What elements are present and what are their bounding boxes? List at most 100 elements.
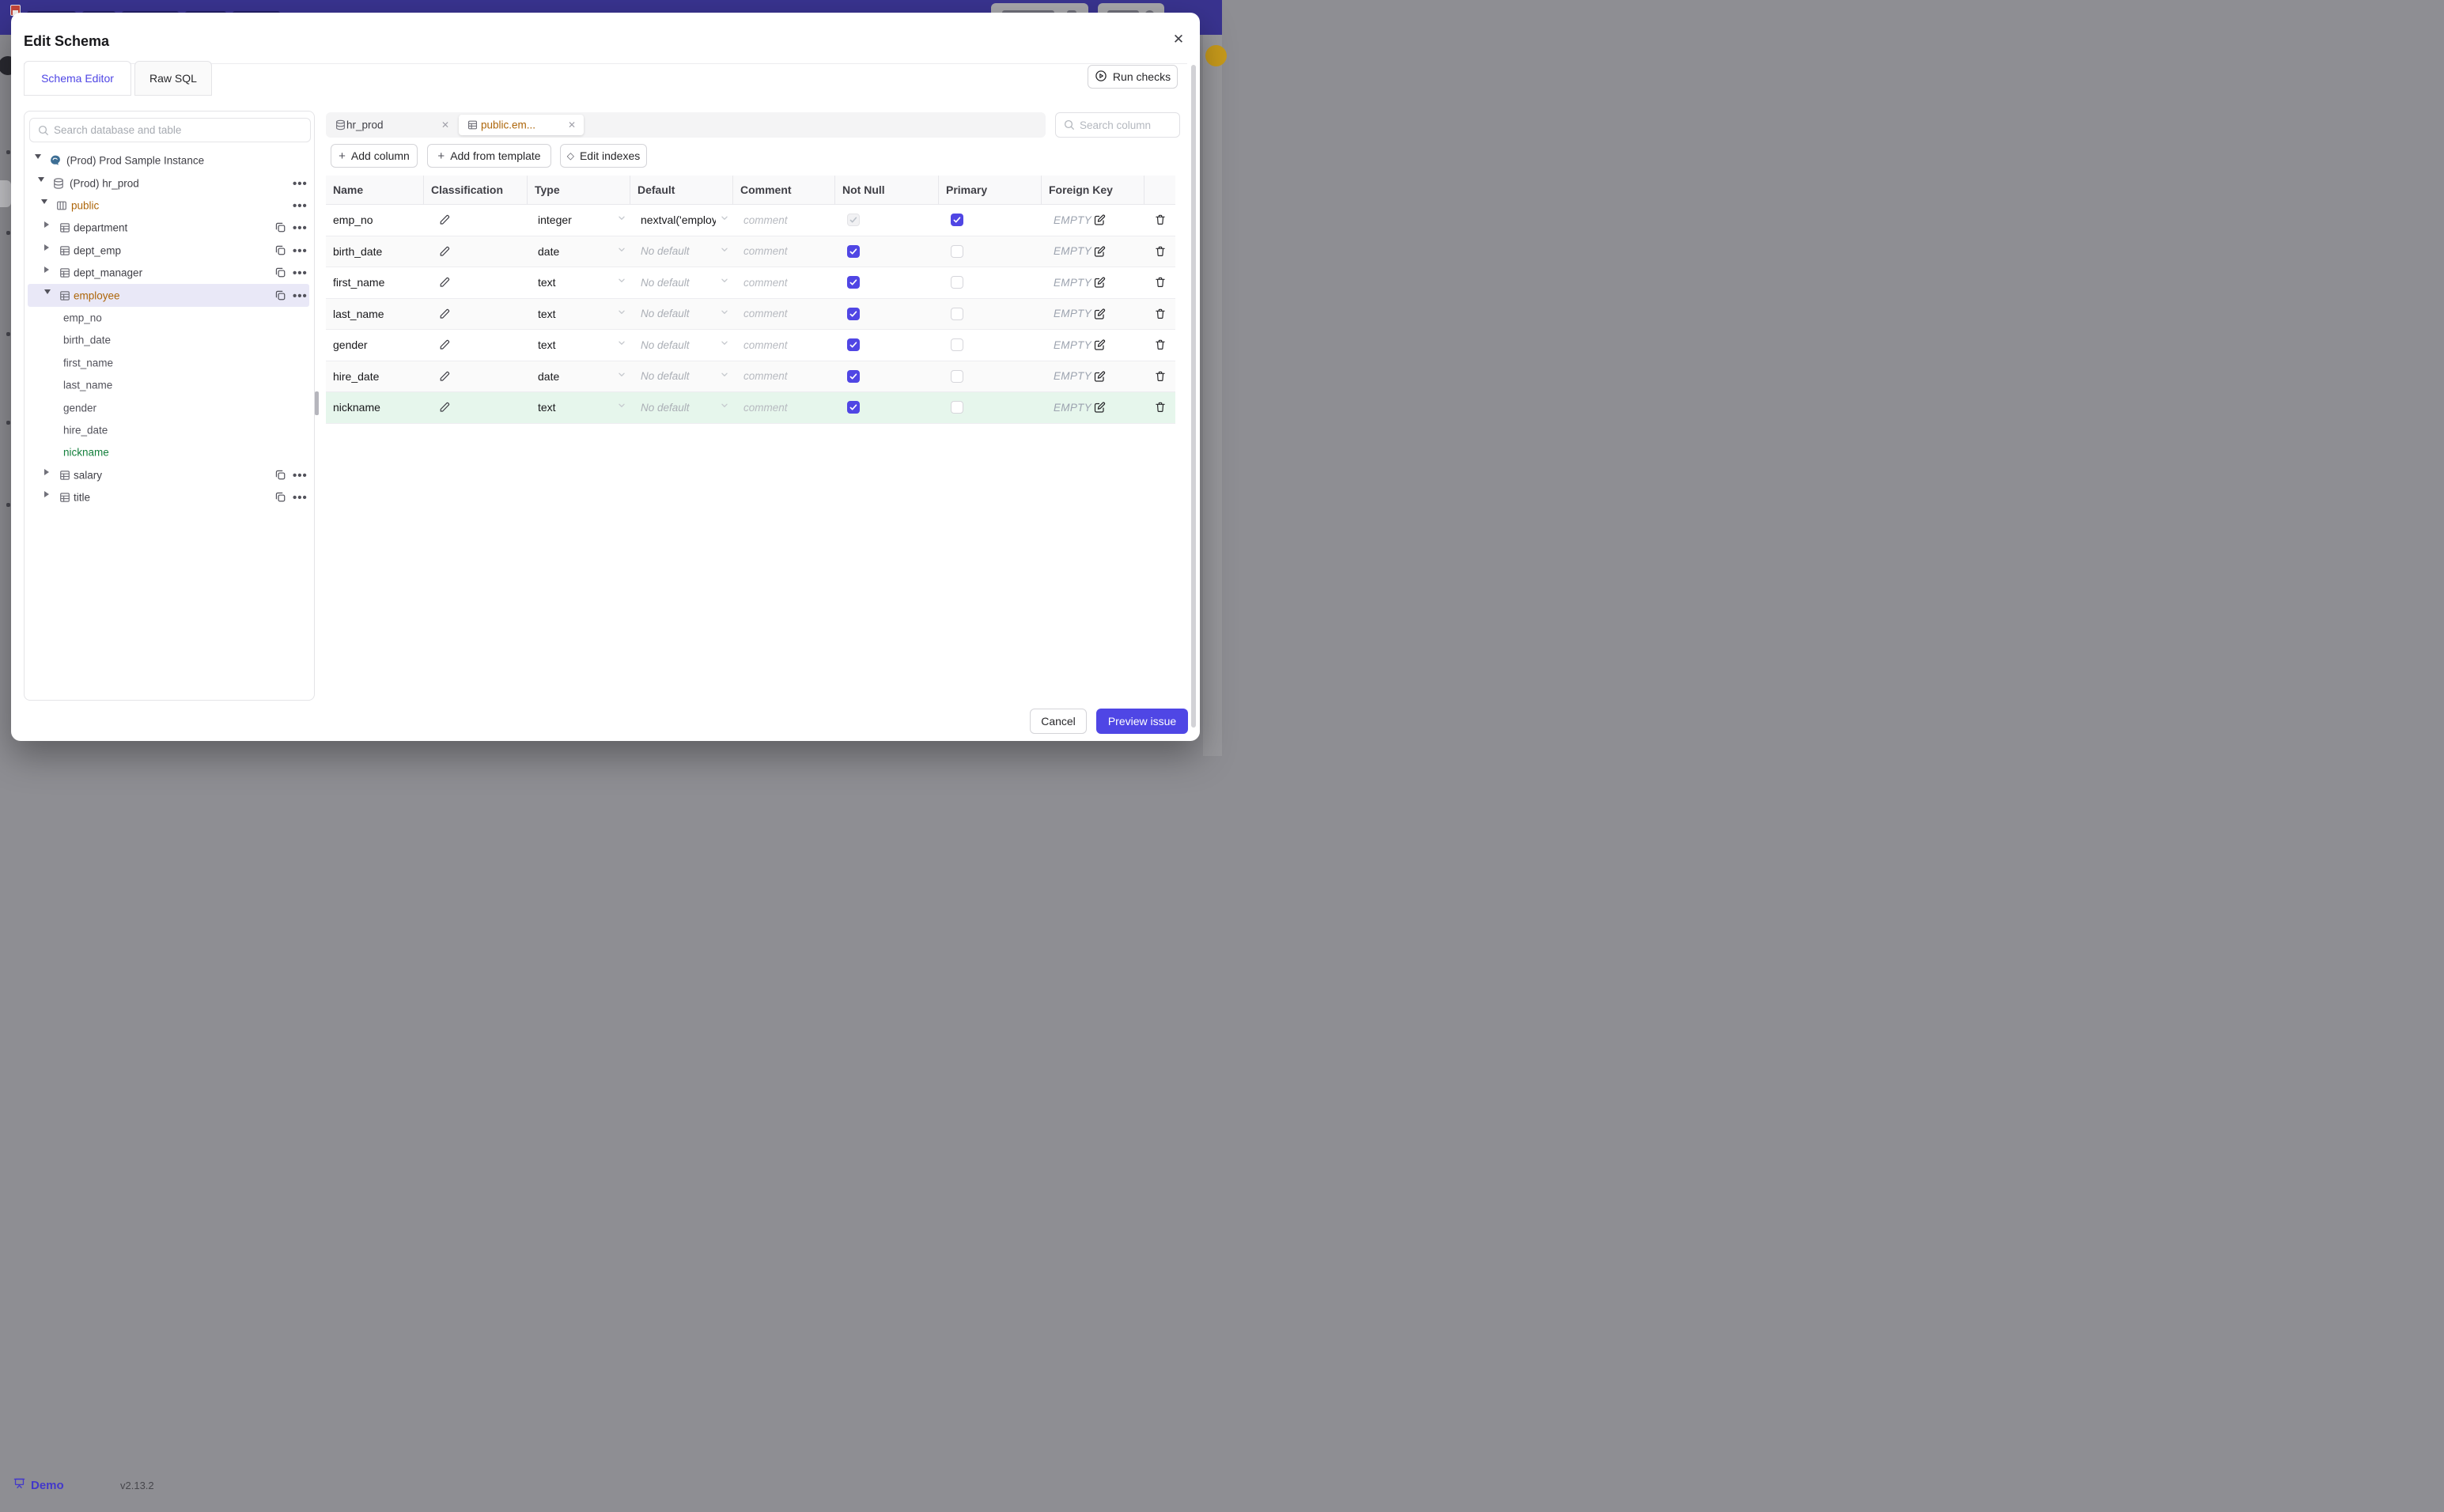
edit-indexes-button[interactable]: ◇ Edit indexes [560,144,647,168]
tree-item-hire-date[interactable]: hire_date [28,419,309,441]
column-search-input[interactable] [1080,114,1175,136]
default-select[interactable]: No default [641,338,690,351]
tree-item-gender[interactable]: gender [28,396,309,418]
not-null-checkbox[interactable] [847,369,860,383]
edit-foreign-key-icon[interactable] [1093,276,1106,289]
tree-item-employee[interactable]: employee ••• [28,284,309,307]
more-options-icon[interactable]: ••• [293,176,308,191]
copy-icon[interactable] [274,221,286,234]
type-select[interactable]: text [538,276,556,289]
more-options-icon[interactable]: ••• [293,198,308,213]
primary-checkbox[interactable] [951,338,963,352]
default-select[interactable]: No default [641,370,690,383]
column-name[interactable]: hire_date [333,369,380,383]
tree-item-first-name[interactable]: first_name [28,352,309,374]
column-name[interactable]: emp_no [333,214,373,227]
type-select[interactable]: text [538,338,556,352]
primary-checkbox[interactable] [951,401,963,414]
editor-tab-public-employee[interactable]: public.em... ✕ [459,115,584,135]
delete-column-icon[interactable] [1154,308,1167,320]
editor-tab-hr-prod[interactable]: hr_prod ✕ [326,112,457,138]
edit-foreign-key-icon[interactable] [1093,338,1106,351]
tree-item-birth-date[interactable]: birth_date [28,329,309,351]
preview-issue-button[interactable]: Preview issue [1096,709,1188,734]
comment-input[interactable]: comment [743,276,788,289]
delete-column-icon[interactable] [1154,276,1167,289]
primary-checkbox[interactable] [951,369,963,383]
panel-splitter-handle[interactable] [315,391,319,415]
delete-column-icon[interactable] [1154,370,1167,383]
edit-foreign-key-icon[interactable] [1093,214,1106,226]
not-null-checkbox[interactable] [847,214,860,227]
column-name[interactable]: first_name [333,276,385,289]
tree-item-last-name[interactable]: last_name [28,374,309,396]
tree-item-dept-manager[interactable]: dept_manager ••• [28,262,309,284]
chevron-down-icon[interactable] [44,289,51,302]
chevron-down-icon[interactable] [41,198,47,212]
more-options-icon[interactable]: ••• [293,244,308,258]
default-select[interactable]: No default [641,401,690,414]
tree-search-input[interactable] [54,119,303,141]
classification-pencil-icon[interactable] [438,276,451,289]
not-null-checkbox[interactable] [847,307,860,320]
delete-column-icon[interactable] [1154,214,1167,226]
comment-input[interactable]: comment [743,245,788,258]
type-select[interactable]: date [538,369,560,383]
add-from-template-button[interactable]: + Add from template [427,144,551,168]
classification-pencil-icon[interactable] [438,401,451,414]
copy-icon[interactable] [274,266,286,279]
edit-foreign-key-icon[interactable] [1093,370,1106,383]
not-null-checkbox[interactable] [847,401,860,414]
edit-foreign-key-icon[interactable] [1093,401,1106,414]
chevron-right-icon[interactable] [44,221,49,234]
modal-scrollbar[interactable] [1191,65,1196,728]
close-icon[interactable]: ✕ [1172,32,1185,47]
default-select[interactable]: nextval('employ [641,214,716,227]
more-options-icon[interactable]: ••• [293,221,308,236]
classification-pencil-icon[interactable] [438,214,451,226]
more-options-icon[interactable]: ••• [293,468,308,482]
type-select[interactable]: date [538,244,560,258]
type-select[interactable]: integer [538,214,572,227]
copy-icon[interactable] [274,491,286,504]
more-options-icon[interactable]: ••• [293,266,308,281]
default-select[interactable]: No default [641,308,690,320]
primary-checkbox[interactable] [951,244,963,258]
not-null-checkbox[interactable] [847,276,860,289]
primary-checkbox[interactable] [951,307,963,320]
tree-item-prod-prod-sample-instance[interactable]: (Prod) Prod Sample Instance [28,149,309,172]
tree-item-title[interactable]: title ••• [28,486,309,508]
classification-pencil-icon[interactable] [438,370,451,383]
run-checks-button[interactable]: Run checks [1088,65,1178,89]
more-options-icon[interactable]: ••• [293,289,308,303]
column-name[interactable]: last_name [333,307,384,320]
comment-input[interactable]: comment [743,370,788,383]
tree-item-prod-hr-prod[interactable]: (Prod) hr_prod ••• [28,172,309,194]
tree-item-salary[interactable]: salary ••• [28,464,309,486]
add-column-button[interactable]: + Add column [331,144,418,168]
primary-checkbox[interactable] [951,276,963,289]
close-tab-icon[interactable]: ✕ [441,119,450,130]
type-select[interactable]: text [538,401,556,414]
comment-input[interactable]: comment [743,401,788,414]
comment-input[interactable]: comment [743,338,788,351]
type-select[interactable]: text [538,307,556,320]
edit-foreign-key-icon[interactable] [1093,308,1106,320]
classification-pencil-icon[interactable] [438,338,451,351]
default-select[interactable]: No default [641,276,690,289]
tree-item-emp-no[interactable]: emp_no [28,307,309,329]
delete-column-icon[interactable] [1154,245,1167,258]
chevron-down-icon[interactable] [38,176,44,190]
tree-item-department[interactable]: department ••• [28,217,309,239]
classification-pencil-icon[interactable] [438,245,451,258]
tree-item-public[interactable]: public ••• [28,195,309,217]
column-name[interactable]: gender [333,338,368,352]
classification-pencil-icon[interactable] [438,308,451,320]
copy-icon[interactable] [274,289,286,302]
delete-column-icon[interactable] [1154,401,1167,414]
delete-column-icon[interactable] [1154,338,1167,351]
chevron-right-icon[interactable] [44,266,49,279]
default-select[interactable]: No default [641,245,690,258]
tab-schema-editor[interactable]: Schema Editor [24,61,131,96]
column-name[interactable]: nickname [333,401,380,414]
